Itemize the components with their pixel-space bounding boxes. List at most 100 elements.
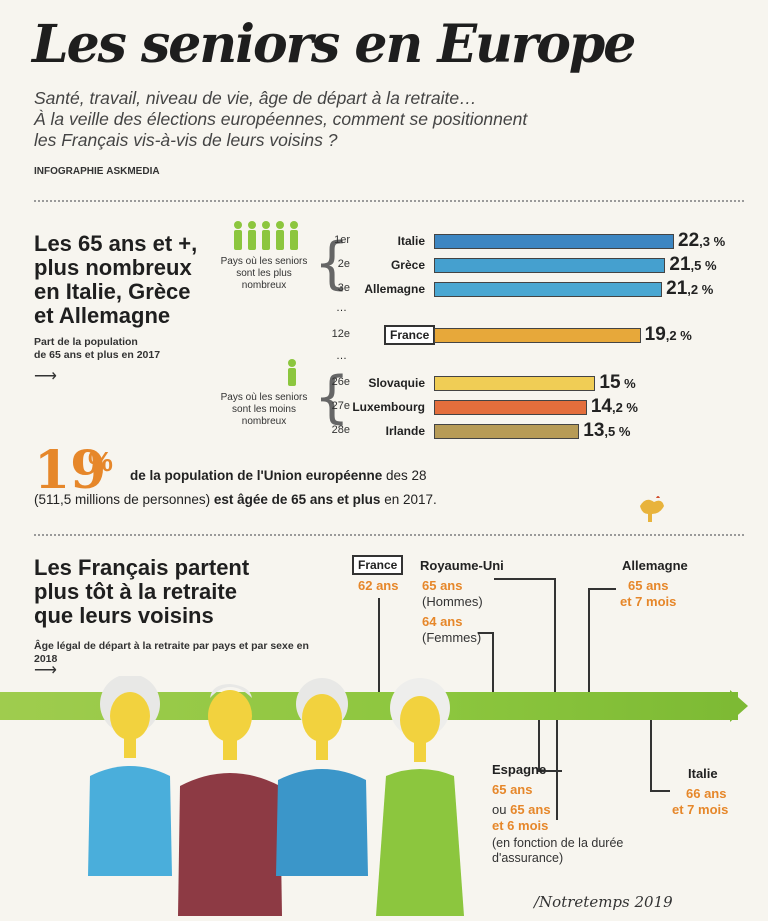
country-label: Royaume-Uni bbox=[420, 558, 504, 573]
country-label: Allemagne bbox=[364, 282, 425, 296]
connector-line bbox=[556, 720, 558, 820]
stat-bold: est âgée de 65 ans et plus bbox=[213, 492, 381, 507]
timeline-arrow-icon bbox=[730, 690, 748, 722]
rank-label: 26e bbox=[331, 376, 350, 388]
value-label: 21,2 % bbox=[666, 278, 713, 300]
note-line: sont les moins bbox=[232, 404, 296, 415]
stat-text: (511,5 millions de personnes) bbox=[34, 492, 214, 507]
country-label: Allemagne bbox=[622, 558, 688, 573]
value-label: 13,5 % bbox=[583, 420, 630, 442]
note-line: nombreux bbox=[241, 416, 287, 427]
section2-heading: Les Français partent plus tôt à la retra… bbox=[34, 556, 249, 628]
or-label: ou bbox=[492, 802, 507, 817]
subtitle-line: À la veille des élections européennes, c… bbox=[34, 109, 528, 129]
retirement-age: et 7 mois bbox=[672, 802, 729, 817]
credit-prefix: INFOGRAPHIE bbox=[34, 166, 104, 177]
note-line: d'assurance) bbox=[492, 851, 564, 865]
person-icon bbox=[288, 359, 296, 386]
stat-line-1: de la population de l'Union européenne d… bbox=[130, 468, 427, 483]
connector-line bbox=[588, 588, 616, 692]
note-line: Pays où les seniors bbox=[220, 256, 308, 267]
section1-heading: Les 65 ans et +, plus nombreux en Italie… bbox=[34, 232, 197, 328]
bar-allemagne bbox=[434, 282, 663, 297]
bar-france bbox=[434, 328, 641, 343]
credit-brand: ASKMEDIA bbox=[106, 166, 160, 177]
senior-man-blue bbox=[276, 678, 368, 876]
value-main: 21 bbox=[669, 254, 691, 275]
bar-italie bbox=[434, 234, 674, 249]
section2-caption: Âge légal de départ à la retraite par pa… bbox=[34, 640, 309, 665]
france-flag-label: France bbox=[384, 325, 436, 345]
value-dec: ,2 % bbox=[665, 328, 692, 343]
retirement-age: et 6 mois bbox=[492, 818, 549, 833]
country-label: Grèce bbox=[390, 258, 425, 272]
brace-top: { bbox=[314, 231, 350, 296]
brace-bottom: { bbox=[314, 365, 350, 430]
seniors-illustration bbox=[88, 676, 464, 916]
people-group-icon bbox=[234, 221, 298, 250]
heading-line: et Allemagne bbox=[34, 303, 171, 328]
or-line: ou 65 ans bbox=[492, 802, 551, 817]
bar-luxembourg bbox=[434, 400, 587, 415]
heading-line: en Italie, Grèce bbox=[34, 279, 191, 304]
retirement-age: 62 ans bbox=[358, 578, 399, 593]
note-line: nombreux bbox=[241, 280, 287, 291]
ellipsis: … bbox=[336, 350, 347, 362]
stat-big-number: 19 bbox=[34, 440, 107, 501]
heading-line: plus tôt à la retraite bbox=[34, 579, 237, 604]
value-main: 13 bbox=[583, 420, 605, 441]
connector-line bbox=[378, 598, 380, 692]
rooster-icon bbox=[640, 496, 664, 522]
rank-label: 27e bbox=[331, 400, 350, 412]
value-main: 15 bbox=[599, 372, 621, 393]
caption-line: de 65 ans et plus en 2017 bbox=[34, 349, 161, 361]
retirement-age: et 7 mois bbox=[620, 594, 677, 609]
retirement-age: 65 ans bbox=[492, 782, 533, 797]
country-label: Irlande bbox=[385, 424, 425, 438]
signature: /Notretemps 2019 bbox=[534, 893, 673, 911]
country-label: Espagne bbox=[492, 762, 547, 777]
connector-line bbox=[650, 720, 652, 792]
retirement-age: 65 ans bbox=[510, 802, 551, 817]
value-dec: ,2 % bbox=[611, 400, 638, 415]
bar-grece bbox=[434, 258, 666, 273]
note-most: Pays où les seniors sont les plus nombre… bbox=[212, 256, 316, 292]
value-main: 19 bbox=[644, 324, 666, 345]
value-label: 14,2 % bbox=[591, 396, 638, 418]
value-dec: ,3 % bbox=[699, 234, 726, 249]
value-label: 19,2 % bbox=[645, 324, 692, 346]
senior-man-maroon bbox=[178, 684, 282, 916]
divider bbox=[34, 200, 744, 202]
heading-line: plus nombreux bbox=[34, 255, 192, 280]
value-label: 15 % bbox=[599, 372, 635, 394]
sex-label: (Hommes) bbox=[422, 594, 483, 609]
connector-line bbox=[538, 720, 540, 772]
subtitle-line: les Français vis-à-vis de leurs voisins … bbox=[34, 130, 338, 150]
heading-line: Les 65 ans et +, bbox=[34, 231, 198, 256]
sex-label: (Femmes) bbox=[422, 630, 482, 645]
retirement-age: 65 ans bbox=[422, 578, 463, 593]
page-subtitle: Santé, travail, niveau de vie, âge de dé… bbox=[34, 88, 674, 151]
connector-line bbox=[538, 770, 562, 772]
stat-bold: de la population de l'Union européenne bbox=[130, 468, 383, 483]
subtitle-line: Santé, travail, niveau de vie, âge de dé… bbox=[34, 88, 477, 108]
connector-line bbox=[494, 578, 556, 692]
page-title: Les seniors en Europe bbox=[32, 14, 636, 75]
senior-woman-green bbox=[376, 678, 464, 916]
stat-text: en 2017. bbox=[380, 492, 437, 507]
value-dec: ,2 % bbox=[687, 282, 714, 297]
ellipsis: … bbox=[336, 302, 347, 314]
country-label: Italie bbox=[688, 766, 718, 781]
rank-label: 2e bbox=[337, 258, 350, 270]
rank-label: 28e bbox=[331, 424, 350, 436]
value-main: 21 bbox=[666, 278, 688, 299]
value-dec: ,5 % bbox=[690, 258, 717, 273]
connector-line bbox=[650, 790, 670, 792]
stat-line-2: (511,5 millions de personnes) est âgée d… bbox=[34, 492, 437, 507]
country-label: Italie bbox=[397, 234, 425, 248]
retirement-age: 65 ans bbox=[628, 578, 669, 593]
connector-line bbox=[478, 632, 494, 692]
stat-text: des 28 bbox=[382, 468, 427, 483]
value-dec: % bbox=[620, 376, 636, 391]
note-line: sont les plus bbox=[236, 268, 292, 279]
